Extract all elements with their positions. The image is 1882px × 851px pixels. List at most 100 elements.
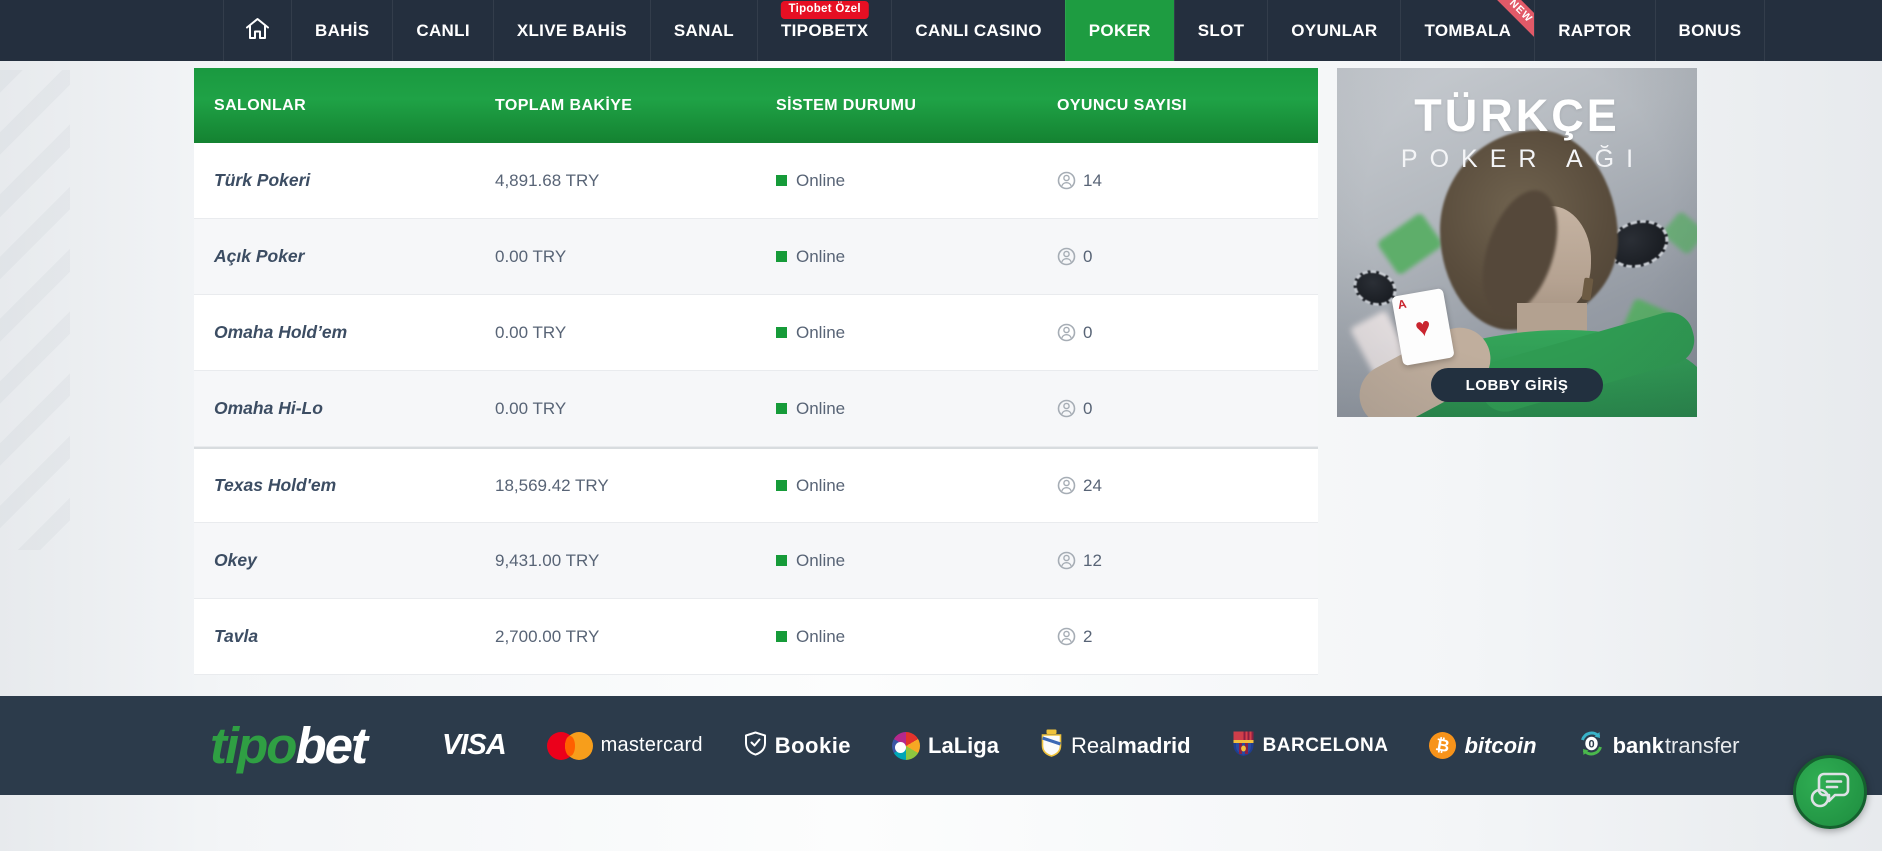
status-label: Online [796,246,846,266]
online-status-square [776,175,787,186]
laliga-logo[interactable]: LaLiga [892,731,999,760]
online-status-square [776,251,787,262]
chat-bubbles-icon [1808,769,1852,816]
nav-label: CANLI CASINO [915,20,1042,40]
online-status-square [776,555,787,566]
salon-name: Türk Pokeri [214,170,311,190]
nav-home-button[interactable] [223,0,291,61]
player-count-icon [1057,627,1076,646]
nav-item-canli-casino[interactable]: CANLI CASINO [891,0,1064,61]
nav-label: SLOT [1197,20,1245,40]
system-status: Online [756,171,1037,191]
banktransfer-wordmark-bold: bank [1612,732,1664,758]
player-count: 0 [1037,399,1318,419]
system-status: Online [756,399,1037,419]
salon-name: Omaha Hi-Lo [214,398,323,418]
nav-item-canli[interactable]: CANLI [392,0,492,61]
tipobet-ozel-badge: Tipobet Özel [780,1,869,19]
nav-item-xlive-bahis[interactable]: XLIVE BAHİS [492,0,650,61]
poker-promo-banner[interactable]: A ♥ TÜRKÇE POKER AĞI LOBBY GİRİŞ [1337,68,1697,417]
salon-name: Açık Poker [214,246,305,266]
logo-part-white: bet [295,717,367,774]
player-count-value: 0 [1083,246,1093,266]
poker-chip-decor [1348,264,1402,312]
system-status: Online [756,551,1037,571]
earring-decor [1581,277,1594,301]
partner-logos: VISA mastercard Bookie LaLiga Real ma [442,729,1740,762]
player-count-icon [1057,171,1076,190]
live-chat-button[interactable] [1793,755,1867,829]
player-count-icon [1057,399,1076,418]
bitcoin-logo[interactable]: ₿ bitcoin [1427,729,1537,762]
heart-suit-icon: ♥ [1412,310,1434,344]
visa-logo[interactable]: VISA [441,729,507,762]
total-balance: 0.00 TRY [495,322,567,342]
tipobet-logo[interactable]: tipobet [210,716,368,775]
nav-label: POKER [1088,20,1151,40]
banktransfer-logo[interactable]: 0 bank transfer [1578,730,1740,762]
flying-card-decor [1376,212,1444,276]
nav-label: TOMBALA [1424,20,1512,40]
system-status: Online [756,476,1037,496]
nav-item-bonus[interactable]: BONUS [1654,0,1766,61]
nav-label: CANLI [416,20,470,40]
table-row-tavla[interactable]: Tavla 2,700.00 TRY Online 2 [194,599,1318,675]
system-status: Online [756,627,1037,647]
barcelona-logo[interactable]: BARCELONA [1232,730,1389,762]
mastercard-circles-icon [546,731,593,760]
model-hair-strand-decor [1468,180,1572,326]
total-balance: 18,569.42 TRY [495,475,609,495]
barcelona-crest-icon [1232,730,1255,762]
home-icon [244,16,271,46]
nav-item-bahis[interactable]: BAHİS [291,0,392,61]
nav-item-tombala[interactable]: NEW TOMBALA [1400,0,1535,61]
player-count: 2 [1037,627,1318,647]
column-header-salonlar: SALONLAR [214,96,307,114]
bitcoin-coin-icon: ₿ [1427,729,1459,762]
banktransfer-wordmark-light: transfer [1664,732,1740,758]
nav-item-raptor[interactable]: RAPTOR [1534,0,1654,61]
salon-name: Okey [214,550,257,570]
laliga-wordmark: LaLiga [928,732,999,758]
bitcoin-wordmark: bitcoin [1464,732,1537,758]
nav-item-oyunlar[interactable]: OYUNLAR [1267,0,1400,61]
real-madrid-logo[interactable]: Real madrid [1040,729,1191,762]
blurred-card-decor [1632,342,1684,388]
player-count-icon [1057,323,1076,342]
real-madrid-wordmark-light: Real [1070,732,1117,758]
nav-item-sanal[interactable]: SANAL [649,0,757,61]
poker-lobby-table: SALONLAR TOPLAM BAKİYE SİSTEM DURUMU OYU… [194,68,1318,675]
ace-card-rank: A [1396,296,1408,312]
nav-item-tipobetx[interactable]: Tipobet Özel TIPOBETX [756,0,891,61]
nav-label: OYUNLAR [1291,20,1378,40]
nav-label: RAPTOR [1558,20,1632,40]
bookie-logo[interactable]: Bookie [744,731,851,761]
nav-label: BONUS [1678,20,1742,40]
table-row-okey[interactable]: Okey 9,431.00 TRY Online 12 [194,523,1318,599]
barcelona-wordmark: BARCELONA [1262,734,1389,756]
table-row-omaha-holdem[interactable]: Omaha Hold’em 0.00 TRY Online 0 [194,295,1318,371]
online-status-square [776,403,787,414]
svg-text:0: 0 [1588,738,1594,750]
mastercard-logo[interactable]: mastercard [546,731,703,760]
status-label: Online [796,626,846,646]
player-count: 0 [1037,247,1318,267]
model-neck-decor [1517,303,1587,353]
table-row-texas-holdem[interactable]: Texas Hold'em 18,569.42 TRY Online 24 [194,447,1318,523]
table-row-acik-poker[interactable]: Açık Poker 0.00 TRY Online 0 [194,219,1318,295]
ace-of-hearts-card: A ♥ [1391,288,1455,366]
player-count-icon [1057,247,1076,266]
nav-label: BAHİS [315,20,370,40]
nav-item-poker-active[interactable]: POKER [1064,0,1174,61]
model-face-decor [1509,206,1591,314]
nav-item-slot[interactable]: SLOT [1173,0,1268,61]
lobby-giris-button[interactable]: LOBBY GİRİŞ [1431,368,1603,402]
nav-label: SANAL [673,20,734,40]
total-balance: 4,891.68 TRY [495,170,600,190]
player-count-value: 12 [1083,550,1102,570]
player-count: 24 [1037,476,1318,496]
table-row-turk-pokeri[interactable]: Türk Pokeri 4,891.68 TRY Online 14 [194,143,1318,219]
visa-wordmark: VISA [441,729,507,761]
column-header-sistem-durumu: SİSTEM DURUMU [776,96,917,114]
table-row-omaha-hi-lo[interactable]: Omaha Hi-Lo 0.00 TRY Online 0 [194,371,1318,447]
